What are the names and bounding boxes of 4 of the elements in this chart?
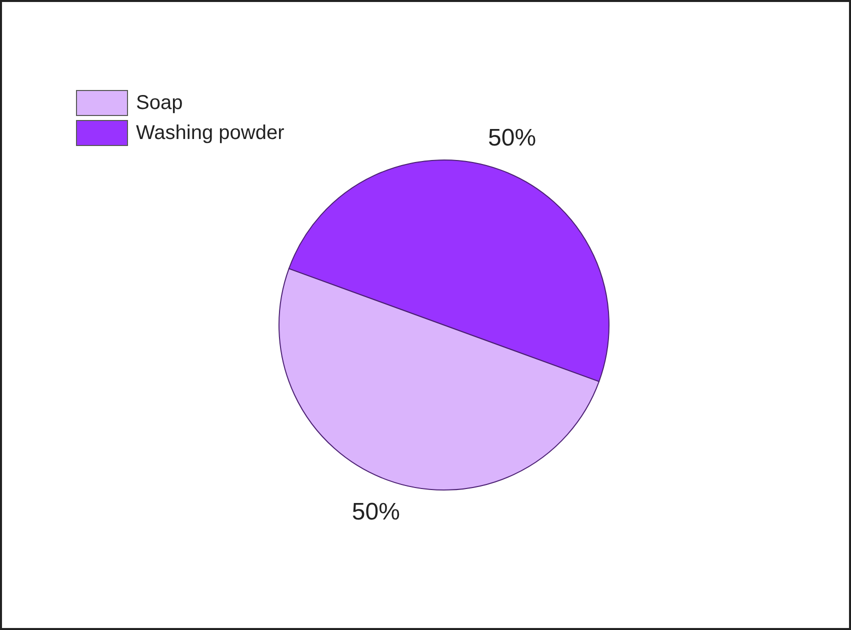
legend-label: Washing powder	[136, 121, 284, 146]
data-label: 50%	[488, 124, 536, 152]
legend-label: Soap	[136, 91, 183, 116]
data-label: 50%	[352, 498, 400, 526]
